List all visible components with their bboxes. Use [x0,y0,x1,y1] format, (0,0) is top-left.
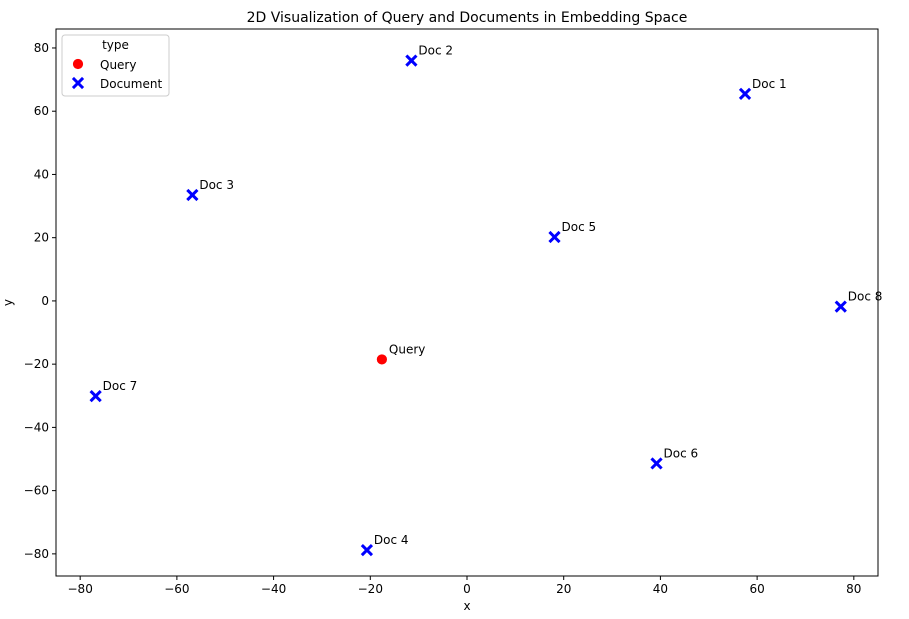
point-label: Doc 5 [562,220,597,234]
marker-cross [548,230,561,244]
point-label: Doc 8 [848,290,883,304]
y-tick-label: 20 [34,231,49,245]
x-axis-label: x [463,599,470,613]
plot-frame [55,28,879,577]
y-tick-label: −80 [24,547,49,561]
y-axis-label: y [1,299,15,306]
point-label: Doc 6 [664,446,699,460]
document-point [359,542,375,558]
axis-ticks: −80 −60 −40 −20 0 20 40 60 80 −80 −60 −40 −20 0 20 40 60… [24,41,862,596]
y-tick-label: 80 [34,41,49,55]
y-tick-label: 0 [41,294,49,308]
point-label: Doc 4 [374,533,409,547]
marker-cross [360,543,374,557]
x-tick-label: 40 [653,582,668,596]
document-point [184,187,200,203]
x-tick-label: 60 [749,582,764,596]
marker-cross [834,300,847,313]
marker-cross [89,389,102,403]
point-label: Doc 1 [752,77,787,91]
legend-entry-label: Document [100,77,162,91]
legend-entries: Query Document [70,58,162,91]
legend-marker [72,58,84,70]
document-point [833,299,849,315]
point-labels: Query Doc 1 Doc 2 Doc 3 Doc 4 Doc 5 Doc 6 Doc 7… [103,44,883,547]
x-tick-label: 80 [846,582,861,596]
chart-title: 2D Visualization of Query and Documents … [247,10,688,26]
y-tick-label: −40 [24,420,49,434]
legend-title: type [102,38,129,52]
query-point [375,353,388,366]
x-tick-label: 0 [463,582,471,596]
marker-cross [405,54,418,67]
document-point [546,229,563,245]
y-tick-label: −20 [24,357,49,371]
data-points [88,53,849,558]
y-tick-label: −60 [24,484,49,498]
x-tick-label: −40 [261,582,286,596]
point-label: Doc 7 [103,379,138,393]
document-point [649,455,665,471]
point-label: Doc 2 [418,44,453,58]
marker-cross [71,76,85,90]
marker-cross [650,457,663,470]
legend-entry-label: Query [100,58,136,72]
marker-cross [738,87,752,100]
legend-box [61,34,170,97]
x-tick-label: −60 [164,582,189,596]
document-point [403,53,419,69]
y-tick-label: 40 [34,167,49,181]
document-point [88,388,104,404]
legend-marker [70,75,86,91]
legend: type Query Document [61,34,170,97]
marker-cross [186,188,199,202]
x-tick-label: −80 [68,582,93,596]
x-tick-label: −20 [358,582,383,596]
point-label: Query [389,342,425,356]
x-tick-label: 20 [556,582,571,596]
y-tick-label: 60 [34,104,49,118]
point-label: Doc 3 [199,178,234,192]
document-point [737,86,753,102]
